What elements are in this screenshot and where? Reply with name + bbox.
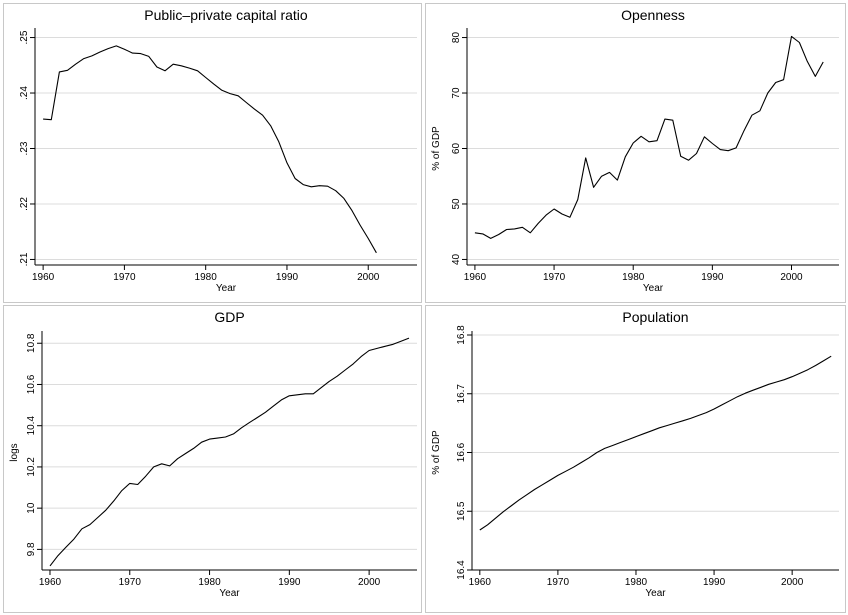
series-line: [474, 35, 824, 239]
y-tick-label: 16.7: [456, 384, 467, 404]
y-tick-label: 10.4: [26, 416, 37, 436]
panel-border: [3, 305, 422, 613]
y-tick-label: .24: [19, 86, 30, 100]
x-tick-label: 1980: [622, 272, 645, 283]
x-tick-label: 1970: [119, 577, 142, 588]
y-axis-label: logs: [9, 443, 20, 461]
x-tick-label: 1980: [625, 577, 648, 588]
panel-border: [425, 3, 846, 303]
y-tick-label: 50: [451, 198, 462, 210]
y-tick-label: 16.8: [456, 325, 467, 345]
x-tick-label: 1980: [198, 577, 221, 588]
chart-title: GDP: [214, 309, 244, 325]
x-axis-label: Year: [216, 283, 237, 294]
x-tick-label: 1980: [195, 272, 218, 283]
panel-border: [3, 3, 422, 303]
y-tick-label: 10.8: [26, 333, 37, 353]
y-tick-label: 60: [451, 143, 462, 155]
chart-title: Population: [622, 309, 688, 325]
chart-title: Public–private capital ratio: [144, 7, 308, 23]
y-axis-label: % of GDP: [431, 430, 442, 475]
y-tick-label: 70: [451, 87, 462, 99]
chart-panel: .21 .22 .23 .24 .25 1960 1970 1980 1990 2000 Year P…: [3, 3, 422, 303]
y-tick-label: 16.5: [456, 501, 467, 521]
x-tick-label: 1990: [278, 577, 301, 588]
x-tick-label: 1970: [113, 272, 136, 283]
y-tick-label: .23: [19, 141, 30, 155]
y-tick-label: 40: [451, 253, 462, 265]
y-axis-label: % of GDP: [431, 126, 442, 171]
y-tick-label: 9.8: [26, 542, 37, 556]
y-tick-label: 16.4: [456, 560, 467, 580]
x-tick-label: 1990: [276, 272, 299, 283]
x-tick-label: 1960: [39, 577, 62, 588]
y-tick-label: 80: [451, 32, 462, 44]
x-axis-label: Year: [219, 588, 240, 599]
y-tick-label: .22: [19, 197, 30, 211]
y-tick-label: .21: [19, 252, 30, 266]
x-tick-label: 1990: [701, 272, 724, 283]
x-tick-label: 1970: [547, 577, 570, 588]
x-tick-label: 2000: [357, 272, 380, 283]
chart-title: Openness: [621, 7, 685, 23]
y-tick-label: 10.6: [26, 374, 37, 394]
series-line: [479, 355, 832, 531]
series-line: [49, 337, 410, 567]
y-tick-label: 10.2: [26, 457, 37, 477]
x-tick-label: 2000: [781, 577, 804, 588]
chart-panel: 9.8 10 10.2 10.4 10.6 10.8 1960 1970 1980 1990 200…: [3, 305, 422, 613]
chart-panel: 40 50 60 70 80 1960 1970 1980 1990 2000 Year % of G…: [425, 3, 846, 303]
x-tick-label: 1970: [543, 272, 566, 283]
chart-panel: 16.4 16.5 16.6 16.7 16.8 1960 1970 1980 1990 2000…: [425, 305, 846, 613]
x-tick-label: 2000: [780, 272, 803, 283]
x-axis-label: Year: [645, 588, 666, 599]
x-tick-label: 2000: [358, 577, 381, 588]
y-tick-label: 16.6: [456, 442, 467, 462]
series-line: [43, 45, 377, 254]
x-tick-label: 1960: [464, 272, 487, 283]
y-tick-label: .25: [19, 30, 30, 44]
y-tick-label: 10: [26, 502, 37, 514]
x-tick-label: 1960: [469, 577, 492, 588]
panel-border: [425, 305, 846, 613]
x-tick-label: 1960: [32, 272, 55, 283]
x-axis-label: Year: [643, 283, 664, 294]
x-tick-label: 1990: [703, 577, 726, 588]
